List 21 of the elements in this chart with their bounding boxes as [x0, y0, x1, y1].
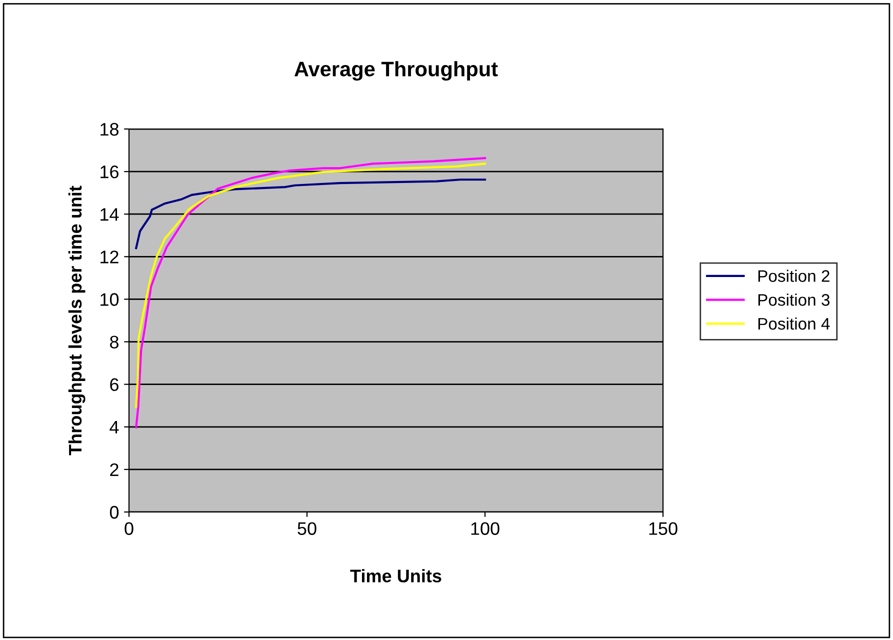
y-tick-label: 4	[110, 421, 119, 434]
y-axis-title: Throughput levels per time unit	[68, 186, 86, 456]
x-tick-label: 100	[471, 522, 500, 535]
legend-label: Position 2	[758, 270, 830, 282]
chart-title: Average Throughput	[294, 61, 498, 81]
x-tick-label: 50	[298, 522, 316, 535]
y-tick-label: 8	[110, 336, 118, 348]
y-tick-label: 18	[100, 122, 118, 136]
y-tick-label: 10	[100, 293, 119, 306]
y-tick-label: 0	[110, 506, 119, 519]
y-tick-label: 12	[100, 250, 118, 264]
y-tick-label: 6	[110, 378, 118, 392]
x-tick-label: 0	[124, 522, 134, 535]
y-tick-label: 2	[110, 463, 118, 476]
line-series	[135, 178, 486, 250]
legend-label: Position 4	[758, 317, 830, 330]
y-tick-label: 14	[100, 208, 119, 221]
y-tick-label: 16	[100, 165, 118, 178]
x-tick-label: 150	[649, 522, 678, 535]
legend-label: Position 3	[758, 294, 830, 306]
x-axis-title: Time Units	[350, 569, 442, 582]
